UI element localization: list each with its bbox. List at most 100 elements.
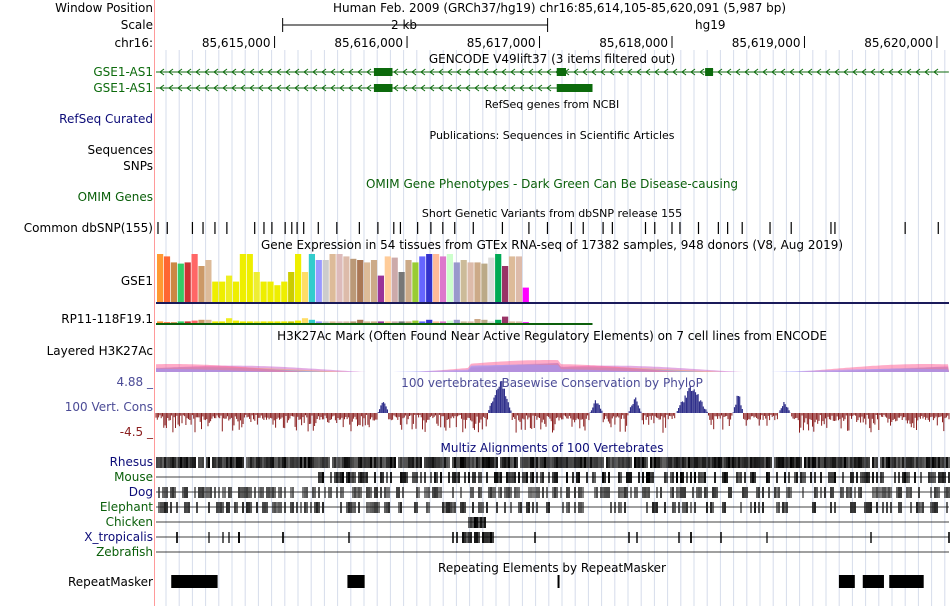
multiz-block — [188, 457, 190, 468]
multiz-block — [510, 472, 512, 483]
multiz-block — [818, 457, 820, 468]
multiz-block — [624, 502, 626, 513]
publications-label-snps[interactable]: SNPs — [123, 159, 153, 173]
multiz-block — [886, 457, 888, 468]
multiz-block — [516, 457, 518, 468]
gtex-bar — [502, 266, 509, 302]
strand-arrow — [807, 68, 813, 76]
phylop-track-label[interactable]: 100 Vert. Cons — [64, 400, 153, 414]
multiz-block — [312, 457, 314, 468]
species-label-zebrafish[interactable]: Zebrafish — [96, 545, 153, 559]
multiz-block — [216, 502, 218, 513]
strand-arrow — [195, 68, 201, 76]
multiz-block — [292, 487, 294, 498]
phylop-max-label: 4.88 _ — [116, 375, 153, 389]
omim-track-label[interactable]: OMIM Genes — [77, 190, 153, 204]
multiz-block — [546, 457, 548, 468]
multiz-block — [760, 457, 762, 468]
gene-label-gse1-as1-1[interactable]: GSE1-AS1 — [93, 65, 153, 79]
multiz-block — [256, 502, 258, 513]
multiz-block — [574, 487, 576, 498]
gtex-bar — [439, 321, 447, 323]
gtex-gse1-bars — [156, 254, 949, 304]
multiz-block — [776, 487, 778, 498]
species-label-dog[interactable]: Dog — [128, 485, 153, 499]
gtex-gene-label-gse1[interactable]: GSE1 — [120, 274, 153, 288]
refseq-track-label[interactable]: RefSeq Curated — [59, 112, 153, 126]
multiz-block — [850, 472, 852, 483]
gtex-bar — [502, 316, 509, 323]
species-label-chicken[interactable]: Chicken — [105, 515, 153, 529]
multiz-block — [202, 487, 204, 498]
multiz-block — [634, 487, 636, 498]
strand-arrow — [384, 68, 390, 76]
strand-arrow — [519, 84, 525, 92]
multiz-block — [464, 502, 466, 513]
multiz-block — [750, 457, 752, 468]
multiz-block — [228, 457, 230, 468]
gene-label-gse1-as1-2[interactable]: GSE1-AS1 — [93, 81, 153, 95]
gtex-bar — [163, 256, 171, 302]
multiz-block — [256, 457, 258, 468]
multiz-block — [874, 487, 876, 498]
species-label-elephant[interactable]: Elephant — [99, 500, 153, 514]
species-label-mouse[interactable]: Mouse — [114, 470, 153, 484]
multiz-block — [330, 487, 332, 498]
multiz-block — [262, 457, 264, 468]
species-label-x-tropicalis[interactable]: X_tropicalis — [84, 530, 153, 544]
multiz-block — [830, 472, 832, 483]
multiz-block — [676, 472, 678, 483]
gtex-gene-label-rp11[interactable]: RP11-118F19.1 — [61, 312, 153, 326]
multiz-block — [278, 457, 280, 468]
multiz-block — [414, 472, 416, 483]
multiz-block — [670, 487, 672, 498]
multiz-block — [486, 532, 488, 543]
multiz-block — [452, 457, 454, 468]
strand-arrow — [204, 68, 210, 76]
multiz-block — [530, 457, 532, 468]
multiz-block — [452, 532, 454, 543]
multiz-block — [278, 502, 280, 513]
repeatmasker-track-label[interactable]: RepeatMasker — [67, 575, 153, 589]
multiz-block — [744, 472, 746, 483]
gtex-bar — [170, 322, 177, 323]
scale-bar — [282, 18, 549, 32]
multiz-block — [808, 457, 810, 468]
gtex-bar — [522, 287, 529, 302]
grid-lines — [165, 50, 946, 606]
multiz-block — [932, 457, 934, 468]
multiz-block — [222, 457, 224, 468]
multiz-block — [814, 487, 816, 498]
multiz-block — [690, 457, 692, 468]
multiz-block — [788, 457, 790, 468]
multiz-block — [158, 457, 160, 468]
strand-arrow — [330, 84, 336, 92]
multiz-block — [532, 487, 534, 498]
h3k27ac-track-label[interactable]: Layered H3K27Ac — [46, 344, 153, 358]
multiz-block — [480, 457, 482, 468]
multiz-block — [548, 472, 550, 483]
publications-label-sequences[interactable]: Sequences — [87, 143, 153, 157]
strand-arrow — [303, 68, 309, 76]
multiz-block — [874, 457, 876, 468]
multiz-block — [854, 487, 856, 498]
multiz-block — [778, 487, 780, 498]
dbsnp-track-label[interactable]: Common dbSNP(155) — [23, 221, 153, 235]
multiz-block — [368, 487, 370, 498]
multiz-block — [384, 487, 386, 498]
multiz-block — [566, 472, 568, 483]
multiz-block — [656, 502, 658, 513]
gtex-bar — [184, 262, 191, 302]
multiz-block — [692, 487, 694, 498]
multiz-block — [782, 457, 784, 468]
strand-arrow — [483, 68, 489, 76]
multiz-block — [930, 487, 932, 498]
multiz-block — [872, 472, 874, 483]
multiz-block — [798, 457, 800, 468]
multiz-block — [672, 502, 674, 513]
multiz-block — [636, 487, 638, 498]
multiz-block — [464, 457, 466, 468]
multiz-block — [932, 472, 934, 483]
position-tick-label: 85,618,000 — [599, 36, 668, 50]
species-label-rhesus[interactable]: Rhesus — [109, 455, 153, 469]
